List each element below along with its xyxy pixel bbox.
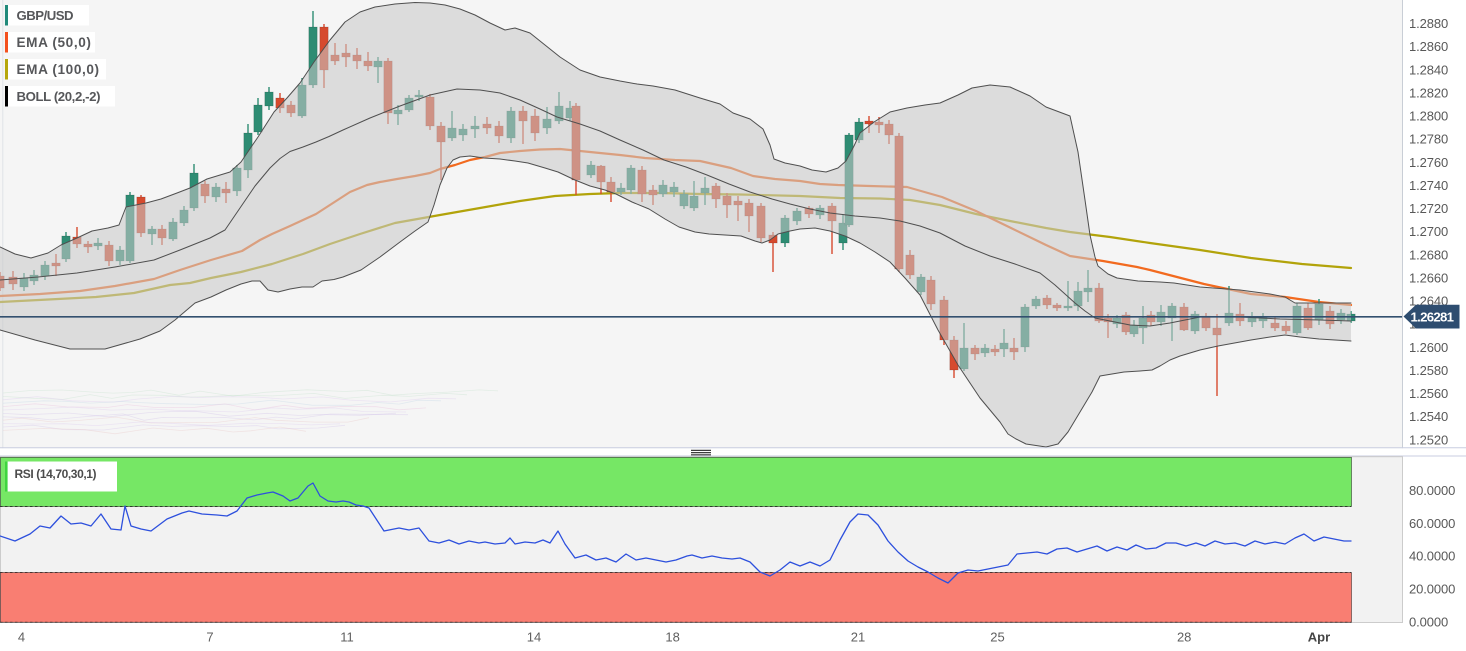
svg-text:1.2820: 1.2820 [1409,85,1448,100]
svg-text:EMA (50,0): EMA (50,0) [17,35,92,50]
svg-text:14: 14 [527,630,541,645]
svg-text:11: 11 [340,630,354,645]
svg-text:21: 21 [851,630,865,645]
svg-text:1.2760: 1.2760 [1409,155,1448,170]
svg-text:28: 28 [1177,630,1191,645]
svg-text:1.2800: 1.2800 [1409,109,1448,124]
svg-text:1.2780: 1.2780 [1409,132,1448,147]
svg-text:60.0000: 60.0000 [1409,516,1455,531]
svg-text:1.2880: 1.2880 [1409,16,1448,31]
svg-text:4: 4 [18,630,25,645]
svg-text:1.2600: 1.2600 [1409,340,1448,355]
svg-text:1.2720: 1.2720 [1409,201,1448,216]
svg-text:7: 7 [206,630,213,645]
svg-text:1.2520: 1.2520 [1409,432,1448,447]
svg-text:1.2540: 1.2540 [1409,409,1448,424]
svg-text:1.2560: 1.2560 [1409,386,1448,401]
svg-text:EMA (100,0): EMA (100,0) [17,62,100,77]
svg-text:1.2740: 1.2740 [1409,178,1448,193]
svg-text:40.0000: 40.0000 [1409,549,1455,564]
svg-text:GBP/USD: GBP/USD [17,8,74,23]
svg-text:25: 25 [990,630,1004,645]
svg-text:80.0000: 80.0000 [1409,483,1455,498]
svg-text:1.2840: 1.2840 [1409,62,1448,77]
svg-text:18: 18 [665,630,679,645]
svg-text:20.0000: 20.0000 [1409,582,1455,597]
svg-text:BOLL (20,2,-2): BOLL (20,2,-2) [17,89,101,104]
svg-text:1.2680: 1.2680 [1409,247,1448,262]
svg-text:0.0000: 0.0000 [1409,615,1448,630]
svg-text:Apr: Apr [1308,630,1330,645]
svg-text:1.2660: 1.2660 [1409,270,1448,285]
svg-text:1.2580: 1.2580 [1409,363,1448,378]
svg-text:1.2700: 1.2700 [1409,224,1448,239]
svg-text:1.26281: 1.26281 [1411,309,1454,324]
svg-text:RSI (14,70,30,1): RSI (14,70,30,1) [15,467,97,481]
svg-text:1.2860: 1.2860 [1409,39,1448,54]
